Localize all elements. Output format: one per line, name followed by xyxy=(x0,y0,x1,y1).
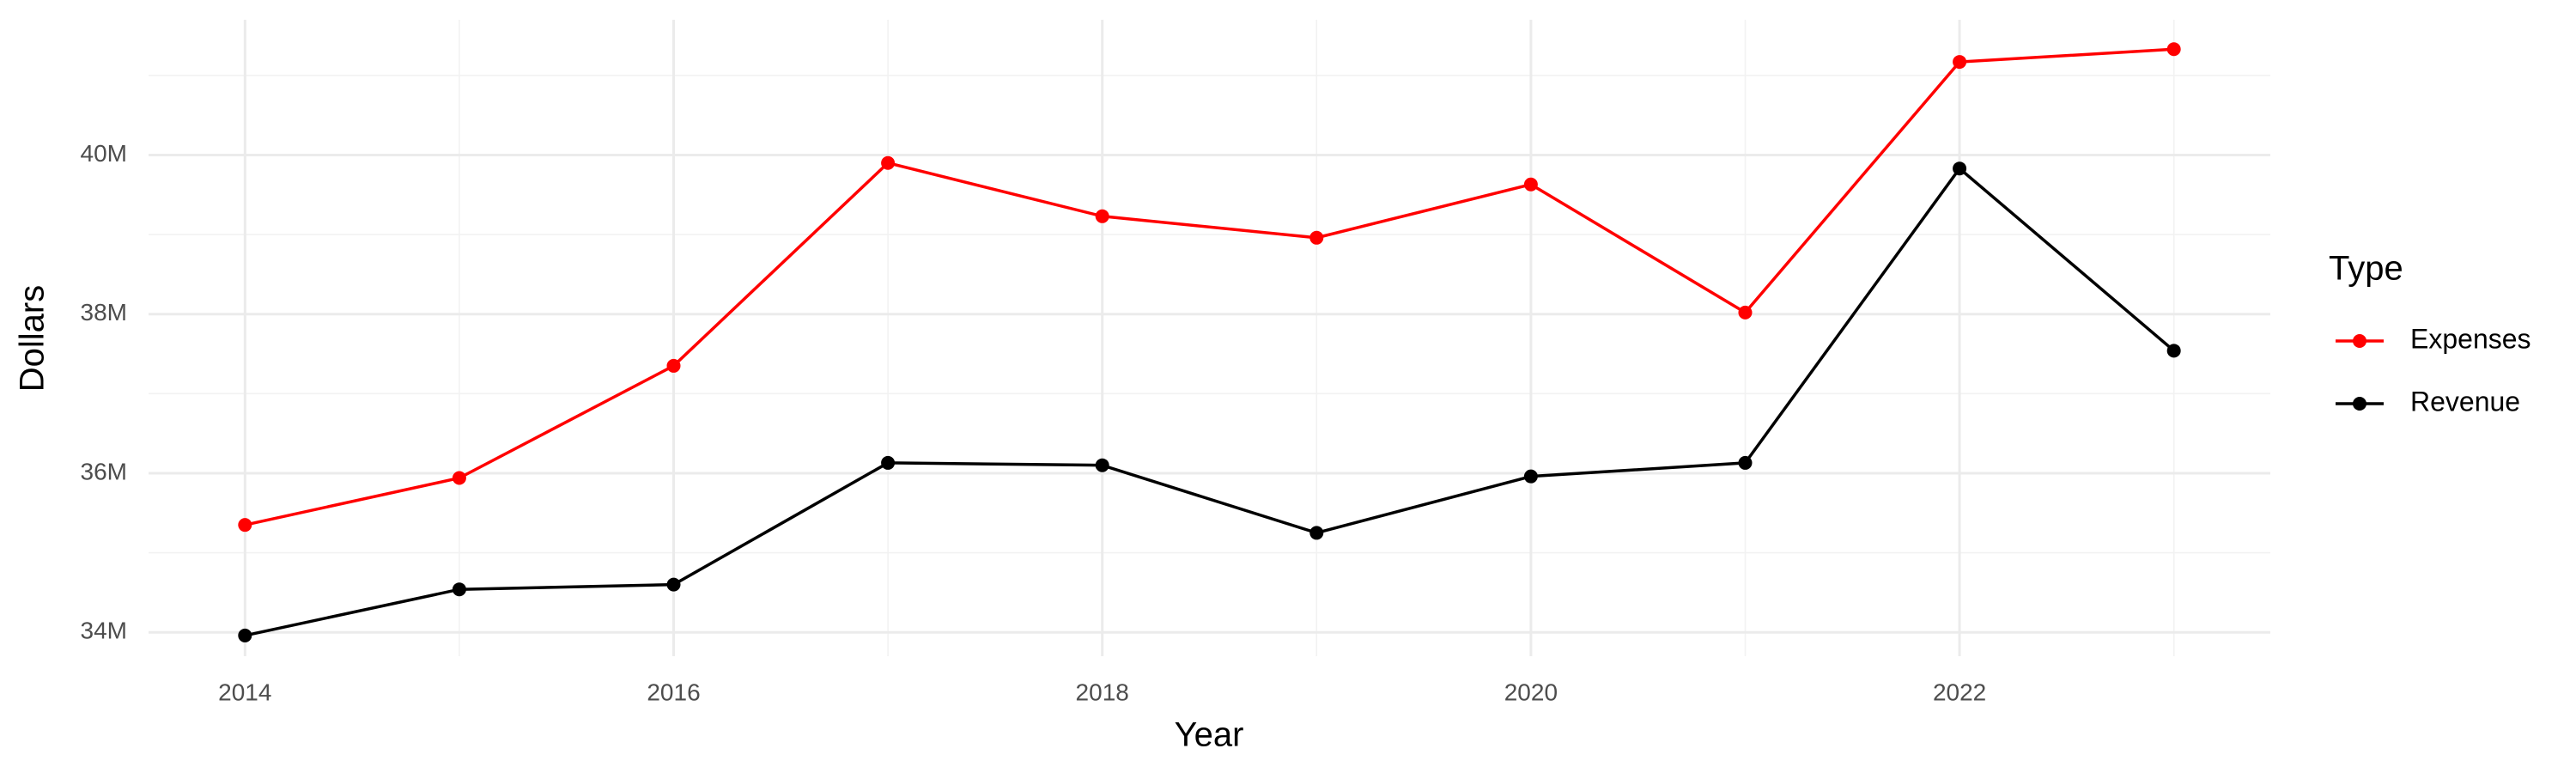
data-point xyxy=(1953,161,1967,176)
data-point xyxy=(238,628,252,642)
x-tick-label: 2022 xyxy=(1933,679,1986,705)
data-point xyxy=(2166,42,2181,57)
legend-label: Expenses xyxy=(2410,323,2531,354)
y-tick-label: 38M xyxy=(81,299,127,326)
legend-label: Revenue xyxy=(2410,386,2520,417)
data-point xyxy=(1953,55,1967,70)
series-line xyxy=(244,166,2175,637)
data-point xyxy=(881,155,896,170)
data-point xyxy=(2166,344,2181,358)
data-point xyxy=(666,577,681,592)
legend-title: Type xyxy=(2329,250,2403,288)
data-point xyxy=(666,358,681,373)
y-tick-label: 34M xyxy=(81,618,127,644)
x-tick-label: 2014 xyxy=(218,679,271,705)
data-point xyxy=(1738,455,1753,470)
data-point xyxy=(1523,177,1538,192)
data-point xyxy=(452,582,466,597)
plot-area xyxy=(238,42,2181,642)
y-tick-label: 36M xyxy=(81,458,127,484)
y-tick-label: 40M xyxy=(81,140,127,167)
x-tick-label: 2020 xyxy=(1504,679,1558,705)
data-point xyxy=(1309,526,1324,540)
grid xyxy=(149,20,2270,656)
series-line xyxy=(244,47,2174,526)
data-point xyxy=(881,455,896,470)
data-point xyxy=(238,518,252,533)
y-axis-title: Dollars xyxy=(14,285,52,392)
legend: Expenses Revenue xyxy=(2336,323,2531,417)
x-tick-label: 2016 xyxy=(647,679,700,705)
data-point xyxy=(1738,305,1753,320)
data-point xyxy=(1309,230,1324,245)
data-point xyxy=(1095,209,1109,223)
data-point xyxy=(1095,458,1109,472)
legend-marker xyxy=(2353,334,2366,348)
x-tick-label: 2018 xyxy=(1076,679,1129,705)
legend-marker xyxy=(2353,397,2366,411)
data-point xyxy=(1523,469,1538,484)
data-point xyxy=(452,471,466,485)
x-axis-title: Year xyxy=(1175,716,1244,754)
